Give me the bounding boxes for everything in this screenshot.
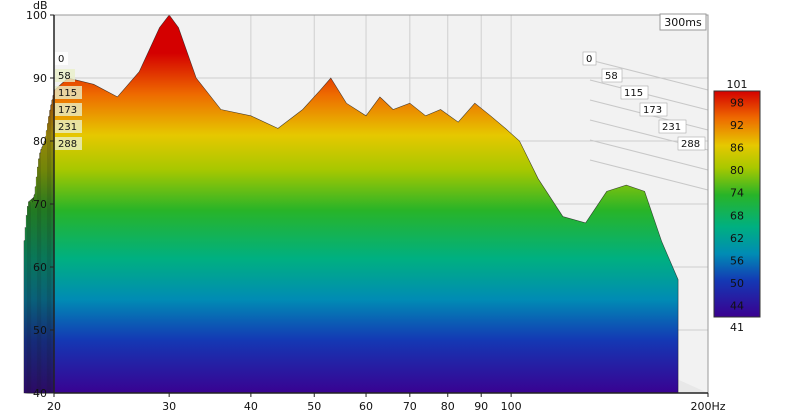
colorbar-label-5: 74 xyxy=(730,187,744,200)
colorbar-label-8: 56 xyxy=(730,255,744,268)
time-depth-label-5: 288 xyxy=(681,139,700,150)
x-tick-label-2: 40 xyxy=(244,400,258,413)
time-depth-box-1 xyxy=(601,68,623,83)
colorbar-scale xyxy=(713,90,761,318)
y-tick-label-2: 60 xyxy=(33,261,47,274)
waterfall-surface xyxy=(23,14,679,394)
x-tick-label-0: 20 xyxy=(47,400,61,413)
y-axis-label: dB xyxy=(33,0,48,12)
colorbar-label-6: 68 xyxy=(730,209,744,222)
y-axis: 40 50 60 70 80 90 100 xyxy=(26,9,54,400)
depth-line-4 xyxy=(589,139,709,171)
x-tick-label-1: 30 xyxy=(162,400,176,413)
time-left-label-5: 288 xyxy=(58,139,77,150)
time-left-label-4: 231 xyxy=(58,122,77,133)
x-tick-label-7: 90 xyxy=(474,400,488,413)
depth-line-5 xyxy=(589,159,709,191)
colorbar-label-3: 86 xyxy=(730,142,744,155)
x-tick-label-3: 50 xyxy=(307,400,321,413)
depth-line-1 xyxy=(589,79,709,111)
colorbar: 101 98 92 86 80 74 68 62 56 50 44 41 xyxy=(713,78,761,334)
time-left-box-4 xyxy=(55,120,82,133)
time-left-label-3: 173 xyxy=(58,105,77,116)
time-left-label-1: 58 xyxy=(58,71,71,82)
time-left-box-1 xyxy=(55,69,75,82)
x-tick-label-5: 70 xyxy=(403,400,417,413)
time-left-box-5 xyxy=(55,137,82,150)
y-tick-label-0: 40 xyxy=(33,387,47,400)
colorbar-label-0: 101 xyxy=(727,78,748,91)
x-tick-label-9: 200Hz xyxy=(690,400,725,413)
colorbar-label-7: 62 xyxy=(730,232,744,245)
colorbar-label-4: 80 xyxy=(730,164,744,177)
time-left-box-3 xyxy=(55,103,82,116)
time-badge-box xyxy=(659,13,707,31)
time-badge: 300ms xyxy=(664,16,702,29)
time-depth-box-5 xyxy=(677,136,706,151)
y-tick-label-6: 100 xyxy=(26,9,47,22)
colorbar-label-10: 44 xyxy=(730,300,744,313)
time-left-label-2: 115 xyxy=(58,88,77,99)
slice-0 xyxy=(53,14,679,394)
time-depth-label-3: 173 xyxy=(643,105,662,116)
x-tick-label-4: 60 xyxy=(359,400,373,413)
time-depth-box-2 xyxy=(620,85,649,100)
x-tick-label-8: 100 xyxy=(501,400,522,413)
y-tick-label-4: 80 xyxy=(33,135,47,148)
colorbar-label-1: 98 xyxy=(730,96,744,109)
time-left-box-2 xyxy=(55,86,82,99)
time-left-box-0 xyxy=(55,52,68,65)
y-tick-label-3: 70 xyxy=(33,198,47,211)
colorbar-label-9: 50 xyxy=(730,277,744,290)
depth-line-0 xyxy=(589,59,709,91)
colorbar-label-11: 41 xyxy=(730,321,744,334)
y-tick-label-1: 50 xyxy=(33,324,47,337)
y-tick-label-5: 90 xyxy=(33,72,47,85)
x-tick-label-6: 80 xyxy=(441,400,455,413)
time-depth-label-0: 0 xyxy=(586,54,592,65)
x-axis: 20 30 40 50 60 70 80 90 100 200Hz xyxy=(47,393,726,413)
time-depth-box-4 xyxy=(658,119,687,134)
time-depth-box-3 xyxy=(639,102,668,117)
time-depth-label-4: 231 xyxy=(662,122,681,133)
time-depth-label-2: 115 xyxy=(624,88,643,99)
time-depth-box-0 xyxy=(582,51,597,66)
time-depth-label-1: 58 xyxy=(605,71,618,82)
colorbar-label-2: 92 xyxy=(730,119,744,132)
time-left-label-0: 0 xyxy=(58,54,64,65)
